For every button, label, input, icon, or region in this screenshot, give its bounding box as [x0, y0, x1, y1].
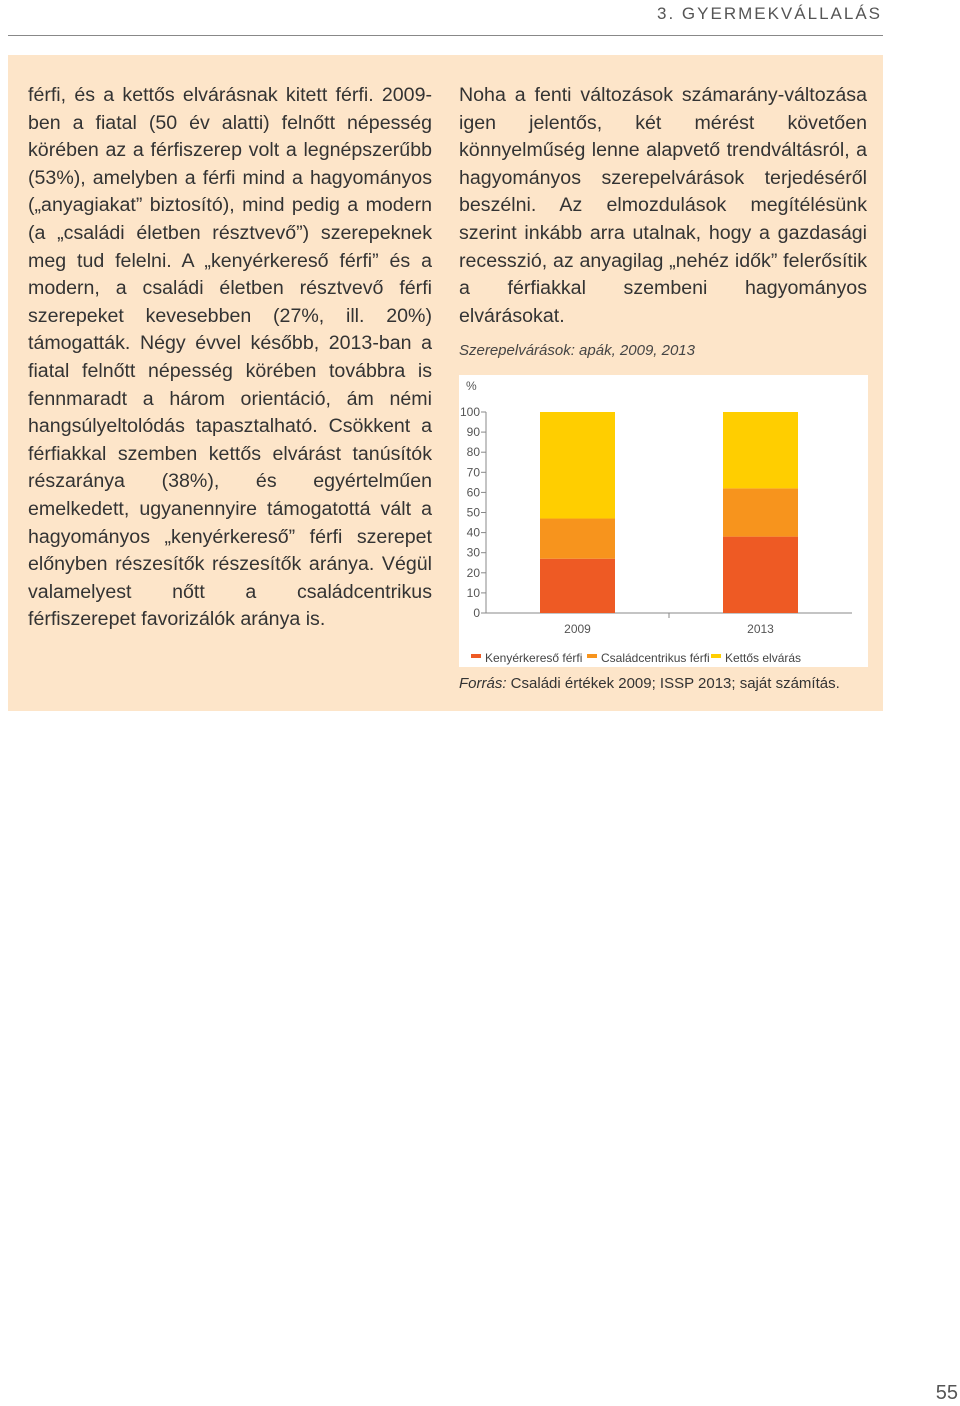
y-tick-label: 60 [467, 485, 481, 499]
legend-swatch [471, 654, 481, 658]
bar-segment [723, 536, 798, 613]
source-text: Családi értékek 2009; ISSP 2013; saját s… [506, 675, 840, 692]
y-tick-label: 100 [460, 405, 480, 419]
y-tick-label: 10 [467, 586, 481, 600]
stacked-bar-chart: % 0 10 20 30 40 50 60 70 80 90 100 2009 2013 Kenyérker… [460, 379, 852, 665]
bar-segment [540, 518, 615, 559]
y-tick-label: 0 [473, 606, 480, 620]
x-category-label: 2009 [564, 622, 591, 636]
y-tick-label: 30 [467, 546, 481, 560]
source-note: Forrás: Családi értékek 2009; ISSP 2013;… [459, 675, 840, 692]
chart-caption: Szerepelvárások: apák, 2009, 2013 [459, 342, 695, 359]
y-tick-label: 20 [467, 566, 481, 580]
y-tick-label: 80 [467, 445, 481, 459]
bar-segment [723, 412, 798, 489]
bar-segment [540, 412, 615, 519]
bar-segment [723, 488, 798, 537]
y-tick-label: 40 [467, 526, 481, 540]
y-tick-label: 90 [467, 425, 481, 439]
y-tick-label: 50 [467, 506, 481, 520]
legend-label: Kenyérkereső férfi [485, 651, 582, 665]
left-text-column: férfi, és a kettős elvárásnak kitett fér… [28, 84, 432, 631]
header-divider [8, 35, 883, 36]
section-title: 3. GYERMEKVÁLLALÁS [657, 4, 882, 23]
legend-swatch [587, 654, 597, 658]
bar-segment [540, 558, 615, 613]
y-axis-unit-label: % [466, 379, 477, 393]
y-tick-label: 70 [467, 465, 481, 479]
legend-label: Kettős elvárás [725, 651, 801, 665]
legend-label: Családcentrikus férfi [601, 651, 710, 665]
page-number: 55 [935, 1382, 958, 1404]
legend-swatch [711, 654, 721, 658]
right-text-column: Noha a fenti változások számarány-változ… [459, 84, 867, 327]
source-label: Forrás: [459, 675, 507, 692]
x-category-label: 2013 [747, 622, 774, 636]
chart-container: % 0 10 20 30 40 50 60 70 80 90 100 2009 2013 Kenyérker… [459, 375, 868, 667]
